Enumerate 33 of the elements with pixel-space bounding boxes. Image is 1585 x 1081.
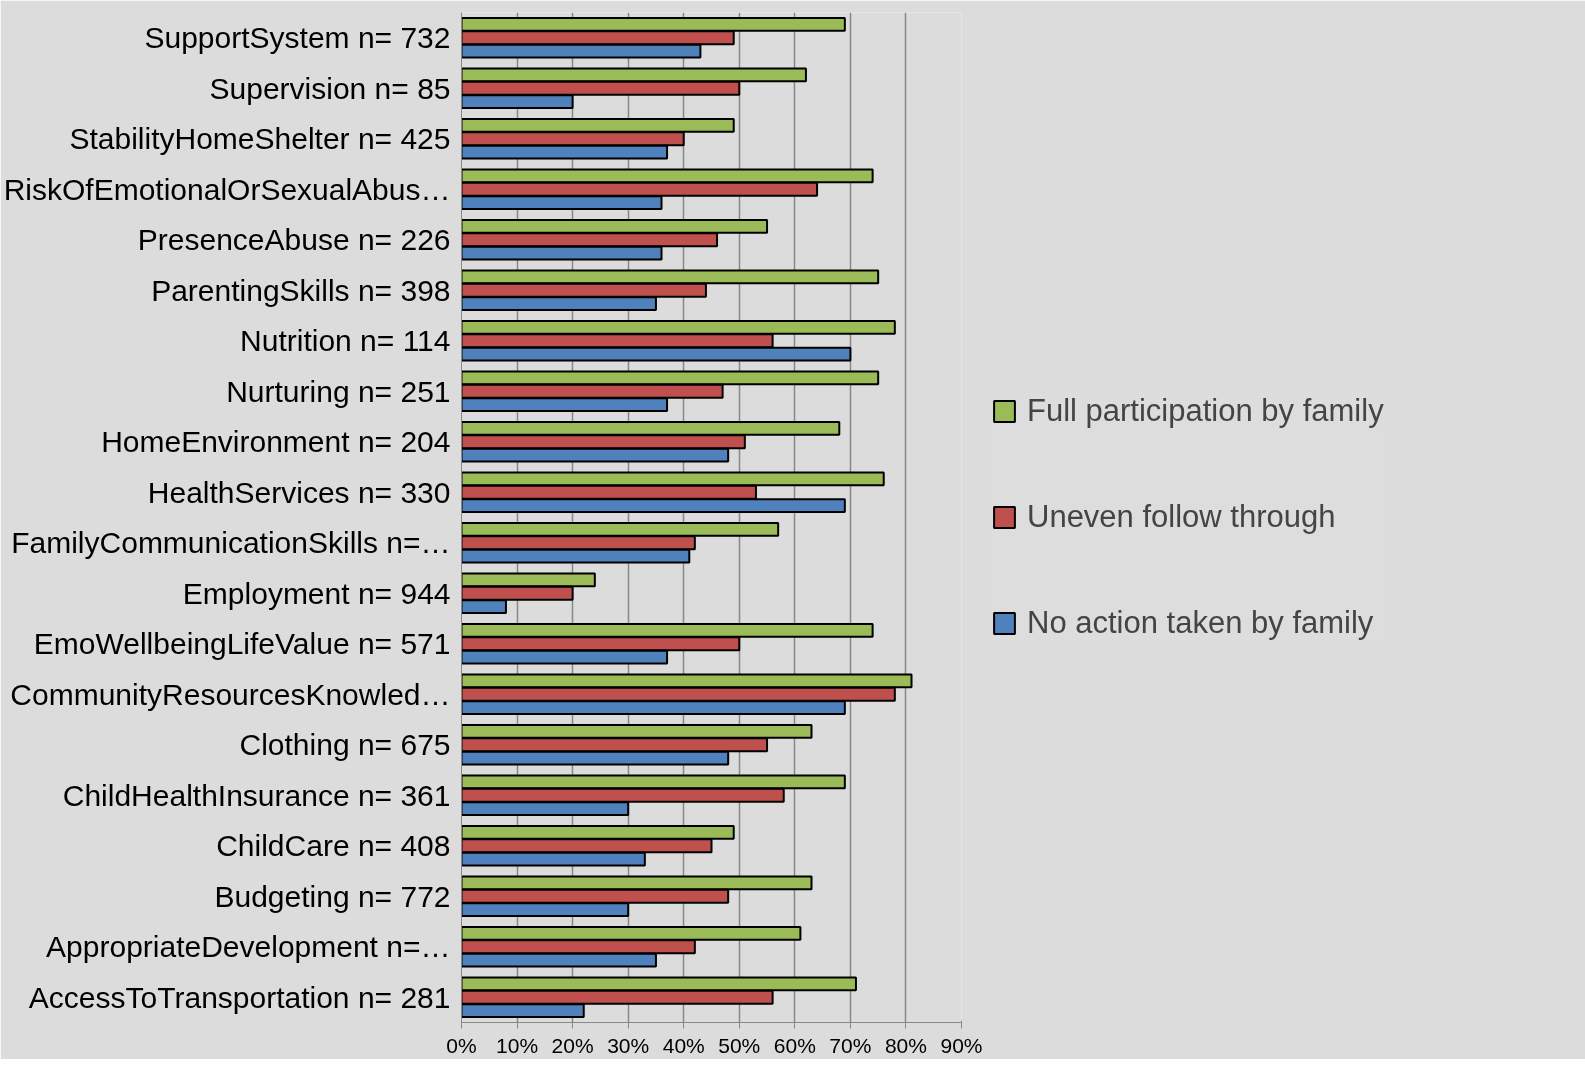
y-tick-label: Nurturing n= 251 — [226, 374, 451, 408]
x-tick-label: 40% — [662, 1033, 705, 1057]
y-tick-label: PresenceAbuse n= 226 — [137, 223, 451, 257]
y-tick-label: Employment n= 944 — [182, 576, 451, 610]
y-tick-label: ChildHealthInsurance n= 361 — [62, 778, 451, 812]
y-tick-label: EmoWellbeingLifeValue n= 571 — [33, 627, 451, 661]
x-tick-label: 0% — [446, 1033, 477, 1057]
y-tick-label: HealthServices n= 330 — [147, 475, 451, 509]
x-tick-label: 70% — [829, 1033, 872, 1057]
y-tick-label: SupportSystem n= 732 — [144, 21, 451, 55]
y-tick-label: RiskOfEmotionalOrSexualAbus… — [3, 172, 451, 206]
x-tick-label: 20% — [551, 1033, 594, 1057]
y-tick-label: Budgeting n= 772 — [214, 879, 451, 913]
x-tick-label: 80% — [884, 1033, 927, 1057]
legend-label: Full participation by family — [1027, 393, 1384, 429]
y-tick-label: ChildCare n= 408 — [216, 829, 451, 863]
y-tick-label: Supervision n= 85 — [209, 71, 451, 105]
y-tick-label: Nutrition n= 114 — [240, 324, 451, 358]
y-tick-label: AccessToTransportation n= 281 — [28, 980, 451, 1014]
y-tick-label: AppropriateDevelopment n=… — [46, 930, 451, 964]
x-tick-label: 90% — [940, 1033, 983, 1057]
y-tick-label: ParentingSkills n= 398 — [151, 273, 451, 307]
y-tick-label: HomeEnvironment n= 204 — [101, 425, 451, 459]
legend-label: Uneven follow through — [1027, 499, 1336, 535]
y-tick-label: FamilyCommunicationSkills n=… — [11, 526, 451, 560]
x-tick-label: 60% — [773, 1033, 816, 1057]
x-tick-label: 10% — [496, 1033, 539, 1057]
y-tick-label: Clothing n= 675 — [239, 728, 451, 762]
legend-label: No action taken by family — [1027, 605, 1374, 641]
x-tick-label: 50% — [718, 1033, 761, 1057]
x-tick-label: 30% — [607, 1033, 650, 1057]
y-tick-label: CommunityResourcesKnowled… — [10, 677, 451, 711]
y-tick-label: StabilityHomeShelter n= 425 — [69, 122, 451, 156]
